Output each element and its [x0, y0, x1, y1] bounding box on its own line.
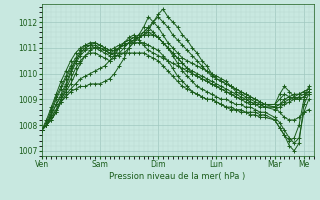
X-axis label: Pression niveau de la mer( hPa ): Pression niveau de la mer( hPa )	[109, 172, 246, 181]
